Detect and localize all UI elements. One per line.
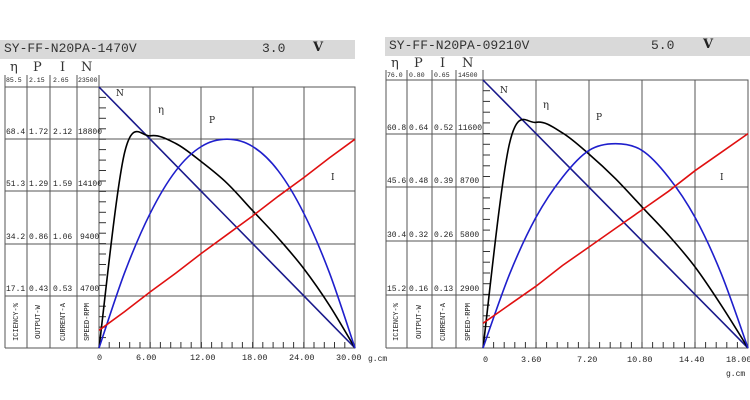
table-cell: 60.8 [387, 124, 407, 133]
table-cell: 0.13 [434, 285, 454, 294]
symbol-eta: η [10, 60, 18, 75]
speed-curve [482, 79, 749, 349]
power-curve [482, 142, 749, 349]
efficiency-curve [98, 130, 356, 349]
label-n: N [500, 86, 508, 96]
label-eta: η [158, 105, 164, 116]
table-cell: 0.53 [53, 285, 73, 294]
table-cell: 1.72 [29, 128, 49, 137]
chart-title-bar: SY-FF-N20PA-1470V 3.0 V [0, 40, 355, 59]
voltage-value: 5.0 [651, 38, 675, 53]
plot-grid [98, 86, 356, 349]
i-max: 0.65 [434, 72, 450, 79]
table-cell: 0.16 [409, 285, 429, 294]
table-cell: 51.3 [6, 180, 26, 189]
current-curve [98, 138, 356, 331]
p-max: 0.80 [409, 72, 425, 79]
table-cell: 15.2 [387, 285, 407, 294]
x-tick: 0 [97, 353, 103, 363]
label-eta: η [543, 100, 549, 111]
label-p: P [596, 113, 603, 123]
table-cell: 0.86 [29, 233, 49, 242]
motor-model: SY-FF-N20PA-1470V [4, 41, 137, 56]
table-cell: 14100 [78, 180, 103, 189]
table-cell: 8700 [460, 177, 480, 186]
table-cell: 34.2 [6, 233, 26, 242]
symbol-i: I [440, 56, 446, 71]
x-tick: 18.00 [242, 353, 268, 363]
eta-max: 76.0 [387, 72, 403, 79]
motor-chart-left: SY-FF-N20PA-1470V 3.0 V η P I N [0, 40, 387, 364]
table-cell: 11600 [458, 124, 483, 133]
table-cell: 9400 [80, 233, 100, 242]
table-cell: 4700 [80, 285, 100, 294]
x-tick: 30.00 [336, 353, 362, 363]
table-cell: 2.12 [53, 128, 73, 137]
p-max: 2.15 [29, 77, 45, 84]
n-max: 23500 [78, 77, 98, 84]
table-cell: 0.26 [434, 231, 454, 240]
table-cell: 18800 [78, 128, 103, 137]
label-i: I [720, 173, 724, 183]
x-tick: 18.00 [726, 355, 750, 365]
table-cell: 0.39 [434, 177, 454, 186]
x-tick: 24.00 [289, 353, 315, 363]
x-unit: g.cm [726, 370, 746, 379]
table-cell: 1.59 [53, 180, 73, 189]
power-curve [98, 138, 356, 349]
symbol-i: I [60, 60, 66, 75]
symbol-p: P [33, 60, 42, 75]
chart-title-bar: SY-FF-N20PA-09210V 5.0 V [385, 37, 750, 56]
x-unit: g.cm [368, 355, 388, 364]
plot-grid [482, 79, 749, 349]
col-label-efficiency: ICIENCY-% [393, 303, 401, 341]
label-p: P [209, 116, 216, 126]
current-curve [482, 132, 749, 324]
table-cell: 1.06 [53, 233, 73, 242]
i-max: 2.65 [53, 77, 69, 84]
x-tick: 14.40 [679, 355, 705, 365]
table-cell: 45.6 [387, 177, 407, 186]
table-cell: 0.32 [409, 231, 429, 240]
symbol-n: N [462, 56, 474, 71]
voltage-unit: V [313, 40, 324, 55]
col-label-output: OUTPUT-W [416, 305, 424, 339]
symbol-eta: η [391, 56, 399, 71]
x-tick: 7.20 [577, 355, 598, 365]
table-cell: 17.1 [6, 285, 26, 294]
label-n: N [116, 89, 124, 99]
x-tick: 0 [483, 355, 489, 365]
label-i: I [331, 173, 335, 183]
plot-curves [482, 79, 749, 349]
table-cell: 0.48 [409, 177, 429, 186]
table-cell: 2900 [460, 285, 480, 294]
col-label-current: CURRENT-A [440, 303, 448, 341]
voltage-unit: V [703, 37, 714, 52]
n-max: 14500 [458, 72, 478, 79]
efficiency-curve [482, 118, 749, 349]
motor-model: SY-FF-N20PA-09210V [389, 38, 530, 53]
symbol-p: P [414, 56, 423, 71]
x-tick: 6.00 [136, 353, 157, 363]
table-cell: 0.43 [29, 285, 49, 294]
voltage-value: 3.0 [262, 41, 286, 56]
table-cell: 1.29 [29, 180, 49, 189]
table-cell: 0.52 [434, 124, 454, 133]
x-tick: 3.60 [521, 355, 542, 365]
x-tick: 10.80 [627, 355, 653, 365]
table-cell: 0.64 [409, 124, 429, 133]
table-cell: 68.4 [6, 128, 26, 137]
chart-svg [4, 75, 356, 349]
col-label-speed: SPEED-RPM [465, 303, 473, 341]
plot-curves [98, 86, 356, 349]
eta-max: 85.5 [6, 77, 22, 84]
symbol-n: N [81, 60, 93, 75]
speed-curve [98, 86, 356, 349]
table-cell: 5800 [460, 231, 480, 240]
table-cell: 30.4 [387, 231, 407, 240]
x-tick: 12.00 [190, 353, 216, 363]
